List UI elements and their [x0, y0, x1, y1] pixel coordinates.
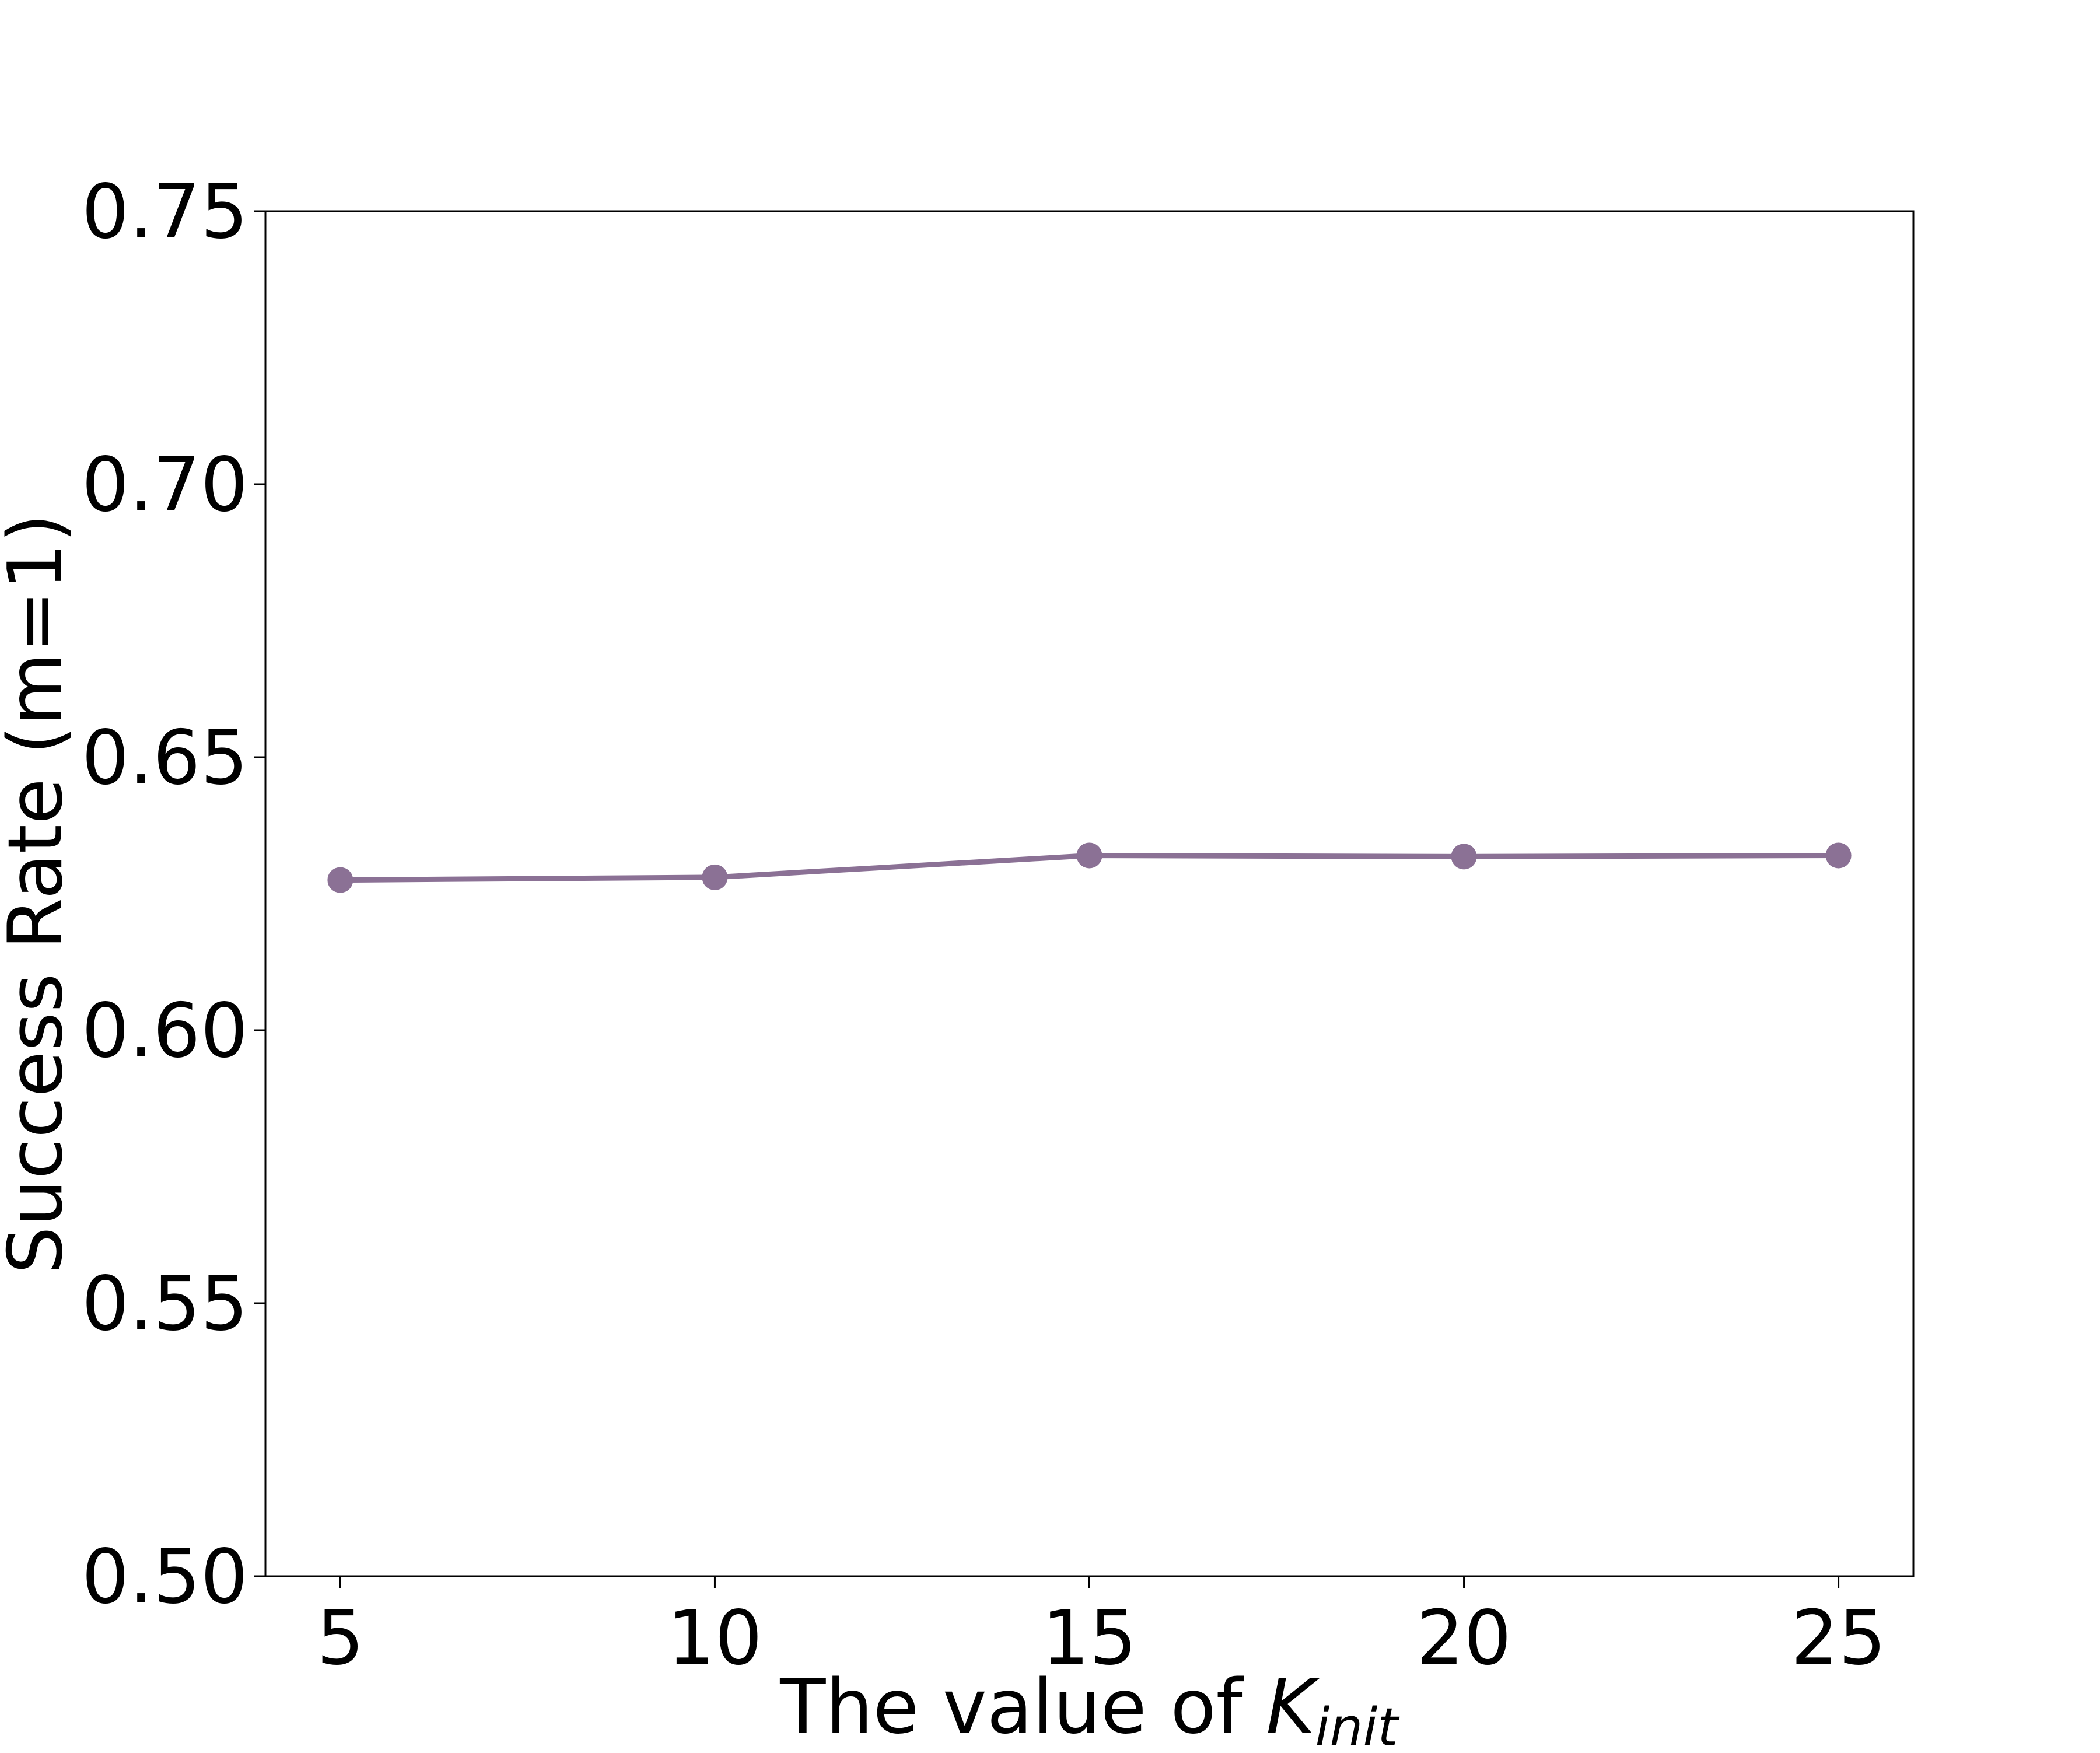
- y-tick-label: 0.55: [82, 1261, 248, 1348]
- x-axis-title-subscript: init: [1315, 1697, 1400, 1750]
- y-axis: 0.50 0.55 0.60 0.65 0.70 0.75: [82, 169, 265, 1621]
- x-tick-label: 5: [317, 1595, 364, 1682]
- y-tick-label: 0.70: [82, 442, 248, 529]
- x-axis: 5 10 15 20 25: [317, 1576, 1886, 1682]
- x-axis-title-variable: K: [1266, 1664, 1320, 1750]
- y-tick-label: 0.60: [82, 988, 248, 1075]
- data-point: [702, 864, 728, 890]
- x-axis-title: The value of Kinit: [779, 1664, 1400, 1750]
- data-point: [1451, 844, 1477, 870]
- x-tick-label: 25: [1791, 1595, 1886, 1682]
- x-tick-label: 10: [667, 1595, 762, 1682]
- x-tick-label: 15: [1042, 1595, 1137, 1682]
- plot-frame: [264, 210, 1915, 1577]
- data-point: [1076, 842, 1102, 869]
- y-tick-label: 0.50: [82, 1534, 248, 1621]
- x-axis-title-prefix: The value of: [779, 1664, 1266, 1750]
- y-tick-label: 0.75: [82, 169, 248, 256]
- plot-layer: [327, 842, 1852, 893]
- y-tick-label: 0.65: [82, 715, 248, 802]
- y-axis-title: Success Rate (m=1): [0, 513, 79, 1273]
- data-point: [1825, 842, 1852, 869]
- data-point: [327, 867, 354, 893]
- x-tick-label: 20: [1416, 1595, 1511, 1682]
